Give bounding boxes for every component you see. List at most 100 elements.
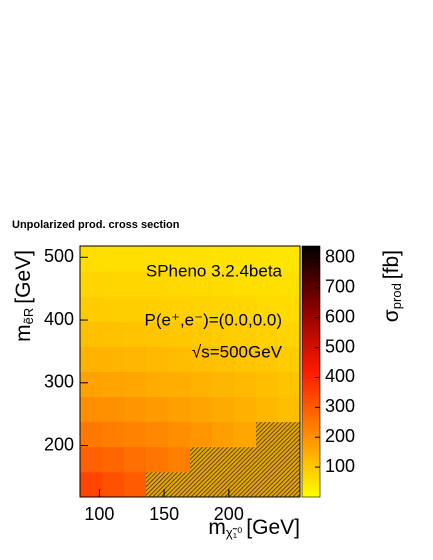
excluded-cell <box>256 421 279 448</box>
y-axis-label-unit: [GeV] <box>12 250 35 304</box>
colorbar-tick-label: 600 <box>325 306 355 326</box>
cell <box>190 346 213 372</box>
cell <box>168 396 191 423</box>
colorbar-label: σprod [fb] <box>380 250 405 322</box>
y-axis-label-symbol: m <box>12 324 35 342</box>
cell <box>80 371 103 397</box>
cell <box>212 396 235 423</box>
plot-frame <box>79 245 301 498</box>
cell <box>212 371 235 397</box>
cell <box>256 246 279 272</box>
cell <box>278 296 301 322</box>
cell <box>278 321 301 347</box>
cell <box>146 246 169 272</box>
y-tick-label: 500 <box>44 246 74 266</box>
cell <box>146 296 169 322</box>
cell <box>80 246 103 272</box>
cell <box>190 296 213 322</box>
cell <box>168 271 191 297</box>
cell <box>124 296 147 322</box>
x-axis-label-subscript: χ̃₁⁰ <box>226 525 242 540</box>
cell <box>124 421 147 448</box>
cell <box>278 246 301 272</box>
cell <box>234 296 257 322</box>
cell <box>80 271 103 297</box>
cell <box>190 246 213 272</box>
cell <box>146 271 169 297</box>
cell <box>80 346 103 372</box>
cell <box>102 371 125 397</box>
cell <box>124 346 147 372</box>
cell <box>102 346 125 372</box>
cell <box>234 246 257 272</box>
x-tick-label: 100 <box>84 504 114 524</box>
annotation: P(e⁺,e⁻)=(0.0,0.0) <box>145 310 282 329</box>
cell <box>80 421 103 448</box>
cell <box>124 471 147 498</box>
cell <box>190 371 213 397</box>
y-tick-label: 200 <box>44 434 74 454</box>
colorbar-tick-label: 200 <box>325 426 355 446</box>
cell <box>190 421 213 448</box>
x-axis-label-unit: [GeV] <box>246 516 300 539</box>
cell <box>102 246 125 272</box>
y-axis-label: mẽR [GeV] <box>12 250 37 342</box>
colorbar-tick-label: 100 <box>325 456 355 476</box>
colorbar-tick-label: 300 <box>325 396 355 416</box>
cell <box>124 271 147 297</box>
excluded-cell <box>278 471 301 498</box>
cell <box>256 296 279 322</box>
colorbar-tick-label: 400 <box>325 366 355 386</box>
cell <box>234 421 257 448</box>
colorbar-label-unit: [fb] <box>380 250 403 279</box>
cell <box>102 421 125 448</box>
cell <box>146 321 169 347</box>
cell <box>278 396 301 423</box>
colorbar-label-subscript: prod <box>389 283 404 309</box>
x-axis-label: mχ̃₁⁰ [GeV] <box>208 516 300 541</box>
cell <box>212 246 235 272</box>
cell <box>124 246 147 272</box>
excluded-cell <box>190 471 213 498</box>
cell <box>256 371 279 397</box>
cell <box>102 296 125 322</box>
excluded-cell <box>278 446 301 473</box>
cell <box>212 271 235 297</box>
colorbar-label-symbol: σ <box>380 309 403 322</box>
excluded-cell <box>168 471 191 498</box>
cell <box>212 321 235 347</box>
cell <box>234 271 257 297</box>
cell <box>146 421 169 448</box>
cell <box>146 346 169 372</box>
cell <box>124 446 147 473</box>
cell <box>80 321 103 347</box>
cell <box>234 371 257 397</box>
cell <box>80 396 103 423</box>
annotation: √s=500GeV <box>192 342 283 361</box>
cell <box>146 396 169 423</box>
colorbar-tick-label: 800 <box>325 247 355 267</box>
cell <box>80 471 103 498</box>
cell <box>256 321 279 347</box>
cell <box>168 296 191 322</box>
cell <box>256 396 279 423</box>
cell <box>278 371 301 397</box>
colorbar <box>301 245 321 498</box>
excluded-cell <box>212 446 235 473</box>
y-tick-label: 300 <box>44 372 74 392</box>
x-tick-label: 200 <box>214 504 244 524</box>
cell <box>190 271 213 297</box>
cell <box>256 271 279 297</box>
excluded-cell <box>256 471 279 498</box>
y-tick-label: 400 <box>44 309 74 329</box>
heatmap <box>80 246 301 498</box>
colorbar-tick-label: 500 <box>325 336 355 356</box>
cell <box>278 346 301 372</box>
cell <box>234 321 257 347</box>
x-tick-label: 150 <box>149 504 179 524</box>
cell <box>124 396 147 423</box>
excluded-cell <box>190 446 213 473</box>
cell <box>234 396 257 423</box>
excluded-cell <box>234 471 257 498</box>
